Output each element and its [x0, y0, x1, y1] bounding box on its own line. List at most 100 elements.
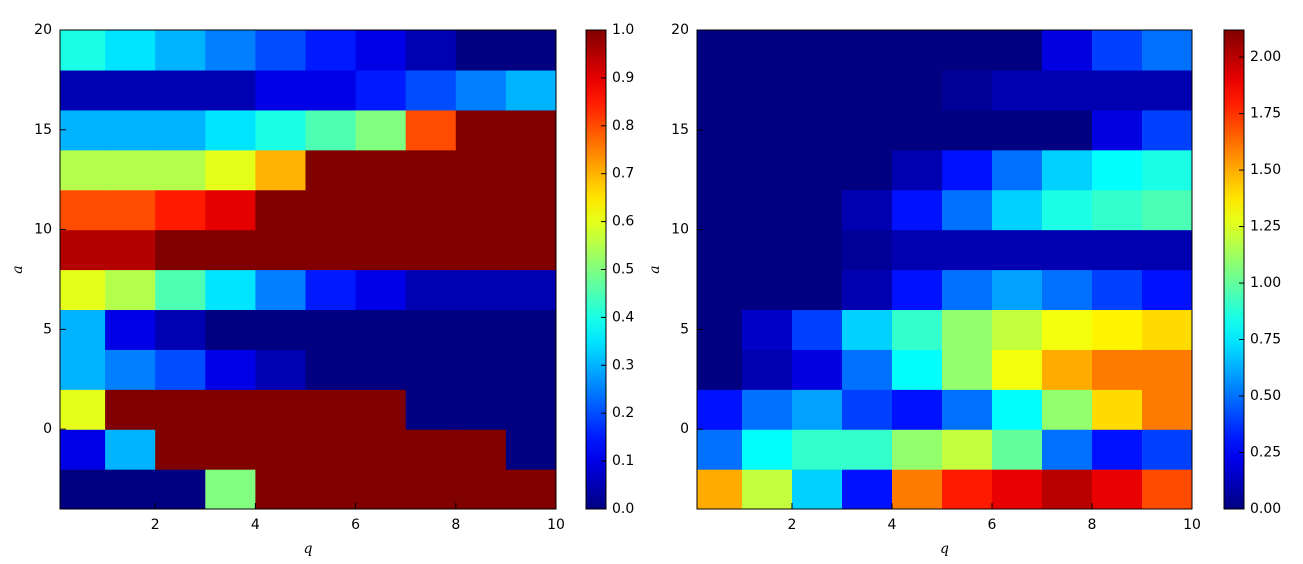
heat-cell — [105, 309, 156, 350]
heat-cell — [1042, 30, 1093, 71]
heat-cell — [105, 149, 156, 191]
heat-cell — [505, 189, 556, 231]
heat-cell — [255, 469, 307, 509]
heat-cell — [742, 349, 793, 390]
heat-cell — [1092, 389, 1143, 430]
heat-cell — [892, 269, 943, 311]
y-tick-label: 20 — [671, 22, 689, 38]
heat-cell — [942, 229, 993, 271]
y-tick-label: 10 — [671, 222, 689, 238]
heat-cell — [1042, 469, 1093, 509]
colorbar-tick-label: 0.75 — [1250, 332, 1281, 348]
heatmap — [60, 30, 556, 509]
colorbar-tick-label: 0.1 — [612, 453, 634, 469]
heat-cell — [942, 149, 993, 191]
heat-cell — [305, 389, 357, 430]
heat-cell — [155, 30, 206, 71]
heat-cell — [842, 229, 893, 271]
heat-cell — [892, 109, 943, 151]
heat-cell — [155, 309, 206, 350]
x-axis-label: q — [304, 541, 313, 557]
heat-cell — [1042, 429, 1093, 470]
heat-cell — [205, 469, 256, 509]
heat-cell — [505, 149, 556, 191]
heat-cell — [355, 69, 407, 111]
heat-cell — [1142, 229, 1192, 271]
heat-cell — [697, 309, 743, 350]
heat-cell — [742, 109, 793, 151]
x-tick-label: 2 — [151, 517, 160, 533]
colorbar-tick-label: 1.25 — [1250, 219, 1281, 235]
x-tick-label: 6 — [351, 517, 360, 533]
heat-cell — [697, 149, 743, 191]
heat-cell — [205, 69, 256, 111]
heat-cell — [305, 30, 357, 71]
heat-cell — [892, 149, 943, 191]
heat-cell — [405, 229, 457, 271]
heat-cell — [1042, 69, 1093, 111]
heat-cell — [1142, 349, 1192, 390]
heat-cell — [505, 69, 556, 111]
heat-cell — [697, 349, 743, 390]
heat-cell — [892, 189, 943, 231]
heat-cell — [105, 109, 156, 151]
heat-cell — [355, 309, 407, 350]
heat-cell — [60, 389, 106, 430]
heat-cell — [455, 269, 507, 311]
heat-cell — [405, 429, 457, 470]
colorbar-tick-label: 1.00 — [1250, 275, 1281, 291]
heat-cell — [60, 189, 106, 231]
heat-cell — [455, 149, 507, 191]
heat-cell — [405, 309, 457, 350]
heat-cell — [742, 309, 793, 350]
plot-frame — [696, 29, 1193, 510]
heat-cell — [155, 229, 206, 271]
heat-cell — [455, 69, 507, 111]
x-axis-label: q — [940, 541, 949, 557]
y-tick-label: 10 — [34, 222, 52, 238]
heat-cell — [792, 109, 843, 151]
heat-cell — [842, 149, 893, 191]
heat-cell — [305, 429, 357, 470]
heat-cell — [105, 469, 156, 509]
heat-cell — [305, 349, 357, 390]
heat-cell — [792, 429, 843, 470]
heat-cell — [697, 69, 743, 111]
heat-cell — [305, 69, 357, 111]
heat-cell — [155, 69, 206, 111]
x-tick-label: 2 — [788, 517, 797, 533]
heat-cell — [892, 30, 943, 71]
heat-cell — [1042, 349, 1093, 390]
heat-cell — [1142, 309, 1192, 350]
heat-cell — [255, 389, 307, 430]
heat-cell — [505, 349, 556, 390]
heat-cell — [992, 389, 1043, 430]
heat-cell — [155, 149, 206, 191]
heat-cell — [455, 309, 507, 350]
heat-cell — [155, 189, 206, 231]
heat-cell — [355, 349, 407, 390]
heat-cell — [992, 229, 1043, 271]
colorbar-tick-label: 2.00 — [1250, 49, 1281, 65]
heat-cell — [305, 109, 357, 151]
heat-cell — [405, 469, 457, 509]
heat-cell — [992, 349, 1043, 390]
heat-cell — [505, 309, 556, 350]
heat-cell — [155, 269, 206, 311]
heat-cell — [1092, 269, 1143, 311]
heat-cell — [792, 229, 843, 271]
heat-cell — [792, 469, 843, 509]
heat-cell — [1142, 69, 1192, 111]
y-tick-label: 15 — [34, 122, 52, 138]
heat-cell — [942, 109, 993, 151]
heat-cell — [355, 149, 407, 191]
heat-cell — [105, 189, 156, 231]
heat-cell — [405, 269, 457, 311]
heat-cell — [742, 69, 793, 111]
y-tick-label: 0 — [680, 421, 689, 437]
heat-cell — [60, 149, 106, 191]
heat-cell — [405, 389, 457, 430]
heat-cell — [1042, 269, 1093, 311]
heat-cell — [697, 469, 743, 509]
heat-cell — [942, 389, 993, 430]
